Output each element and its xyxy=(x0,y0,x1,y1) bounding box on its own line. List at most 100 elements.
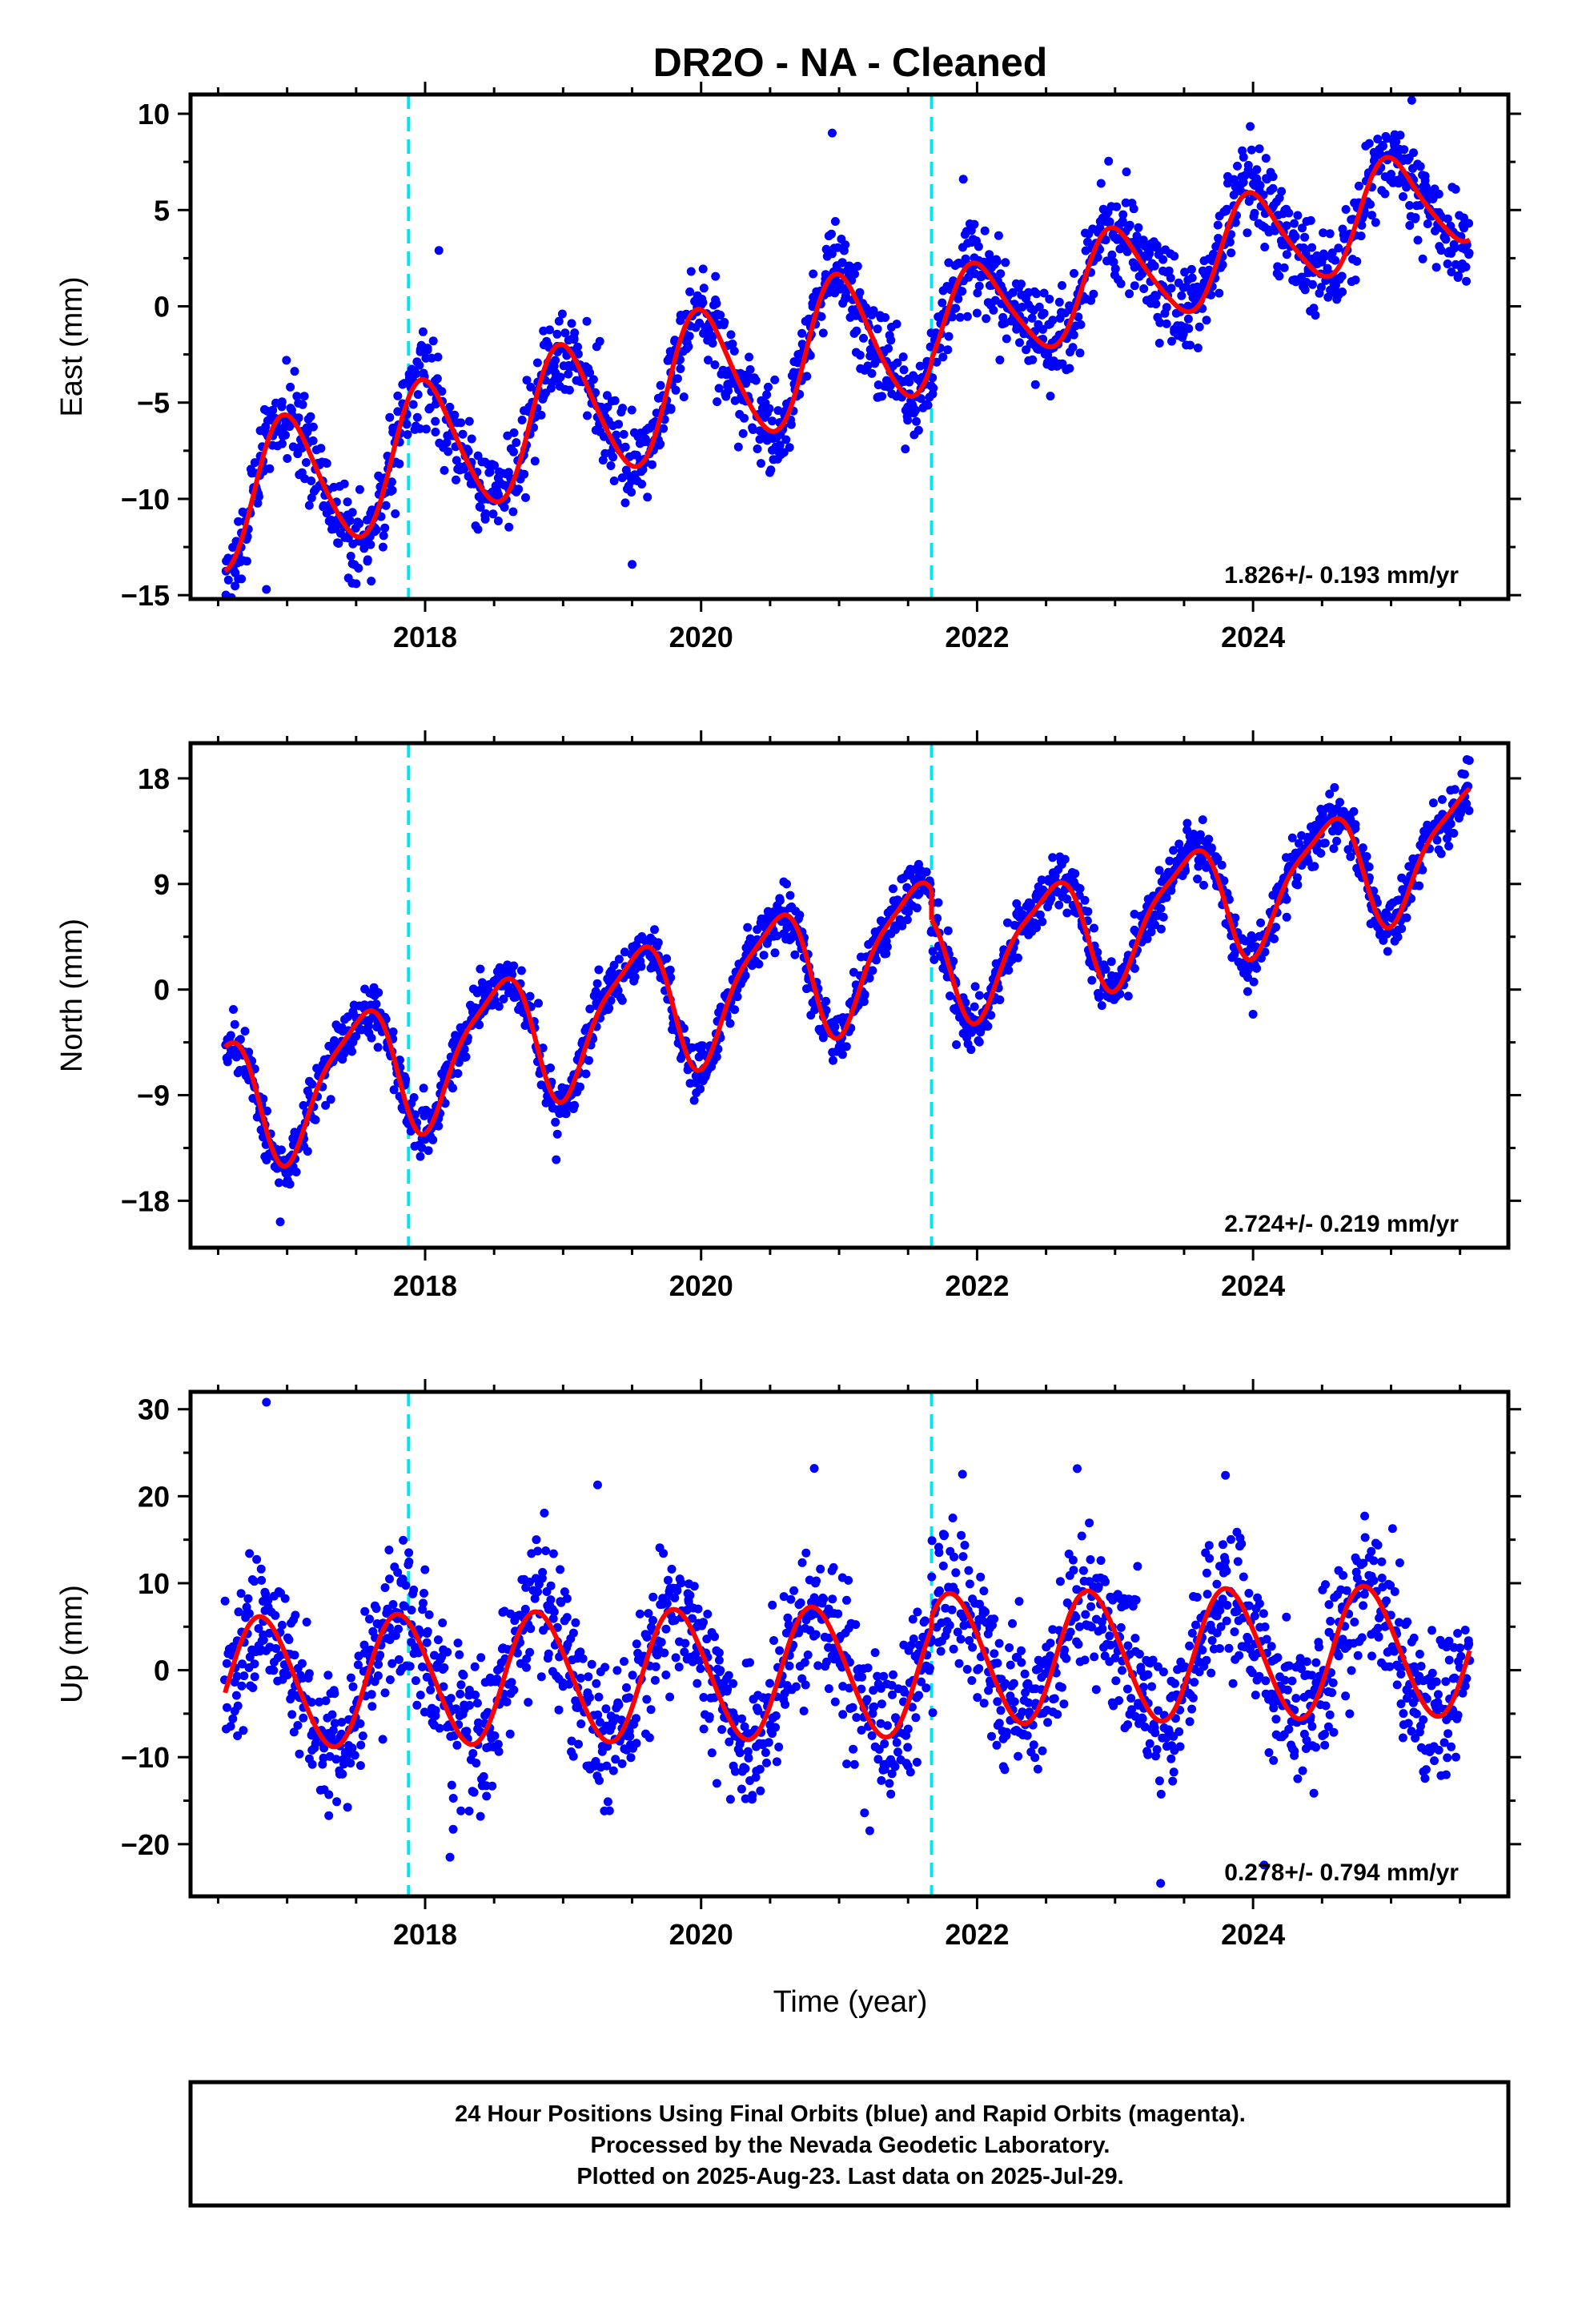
data-point xyxy=(974,281,984,291)
data-point xyxy=(1021,1688,1030,1698)
data-point xyxy=(456,1806,466,1815)
data-point xyxy=(862,1695,872,1704)
data-point xyxy=(610,396,620,405)
data-point xyxy=(885,1779,894,1788)
data-point xyxy=(412,1700,422,1710)
data-point xyxy=(1087,1622,1096,1632)
data-point xyxy=(824,1684,833,1694)
data-point xyxy=(1014,1751,1023,1761)
data-point xyxy=(367,1702,377,1711)
data-point xyxy=(957,1530,966,1540)
data-point xyxy=(1464,782,1473,791)
data-point xyxy=(1033,1764,1042,1774)
data-point xyxy=(1271,923,1281,932)
fit-line xyxy=(223,271,934,573)
data-point xyxy=(723,1684,733,1694)
data-point xyxy=(1039,308,1049,318)
data-point xyxy=(685,1590,695,1600)
data-point xyxy=(664,1575,673,1585)
data-point xyxy=(1034,302,1044,312)
data-point xyxy=(970,982,980,991)
data-point xyxy=(670,1593,680,1602)
data-point xyxy=(400,1602,409,1611)
data-point xyxy=(385,1574,394,1584)
data-point xyxy=(371,1604,381,1614)
data-point xyxy=(1139,284,1149,293)
data-point xyxy=(725,1019,735,1028)
data-point xyxy=(554,316,564,326)
data-point xyxy=(1075,884,1085,893)
data-point xyxy=(1110,264,1120,274)
data-point xyxy=(549,1607,559,1617)
data-point xyxy=(263,416,272,425)
data-point xyxy=(833,1609,843,1618)
data-point xyxy=(415,360,424,370)
data-point xyxy=(1255,180,1265,190)
data-point xyxy=(715,1667,725,1676)
data-point xyxy=(1293,880,1303,890)
data-point xyxy=(1193,344,1203,352)
data-point xyxy=(614,955,624,964)
data-point xyxy=(452,1704,461,1714)
data-point xyxy=(1130,1711,1140,1721)
data-point xyxy=(467,434,476,444)
data-point xyxy=(1060,1645,1069,1655)
data-point xyxy=(1156,924,1166,934)
data-point xyxy=(1231,218,1240,227)
data-point xyxy=(504,522,514,532)
data-point xyxy=(1101,235,1110,245)
data-point xyxy=(1121,198,1130,207)
data-point xyxy=(643,493,652,502)
data-point xyxy=(1104,156,1114,166)
data-point xyxy=(1351,275,1360,285)
data-point xyxy=(1070,869,1080,879)
data-point xyxy=(235,1035,245,1044)
data-point xyxy=(1249,977,1259,987)
data-point xyxy=(1352,256,1362,266)
data-point xyxy=(1222,204,1231,214)
data-point xyxy=(452,1740,462,1750)
data-point xyxy=(223,575,233,585)
data-point xyxy=(1395,131,1405,140)
data-point xyxy=(1127,1705,1137,1715)
data-point xyxy=(1090,1652,1099,1662)
data-point xyxy=(803,1651,813,1659)
data-point xyxy=(1195,322,1204,332)
data-point xyxy=(712,1779,721,1788)
data-point xyxy=(646,1705,656,1715)
data-point xyxy=(440,465,449,475)
data-point xyxy=(1059,1699,1069,1709)
data-point xyxy=(741,971,750,980)
data-point xyxy=(384,1546,394,1554)
data-point xyxy=(512,1648,522,1658)
data-point xyxy=(781,1699,790,1709)
data-point xyxy=(464,1691,474,1700)
data-point xyxy=(1131,1595,1141,1605)
data-point xyxy=(781,435,791,444)
data-point xyxy=(1213,220,1223,230)
data-point xyxy=(1256,918,1266,927)
data-point xyxy=(582,316,592,326)
data-point xyxy=(905,1767,915,1777)
data-point xyxy=(288,442,298,452)
data-point xyxy=(943,345,953,355)
x-tick-label: 2020 xyxy=(669,1269,733,1302)
data-point xyxy=(233,1701,243,1711)
y-axis-label: North (mm) xyxy=(55,919,89,1072)
data-point xyxy=(753,1706,763,1715)
data-point xyxy=(830,217,840,226)
data-point xyxy=(638,464,648,474)
data-point xyxy=(301,458,311,467)
data-point xyxy=(1402,183,1411,192)
data-point xyxy=(391,509,400,518)
data-point xyxy=(378,542,387,552)
data-point xyxy=(244,1609,254,1618)
data-point xyxy=(476,1811,485,1821)
data-point xyxy=(568,1628,578,1638)
data-point xyxy=(347,508,357,517)
data-point xyxy=(277,397,287,407)
data-point xyxy=(1134,1650,1144,1659)
data-point xyxy=(893,358,902,368)
data-point xyxy=(935,1586,944,1595)
data-point xyxy=(1046,392,1055,401)
